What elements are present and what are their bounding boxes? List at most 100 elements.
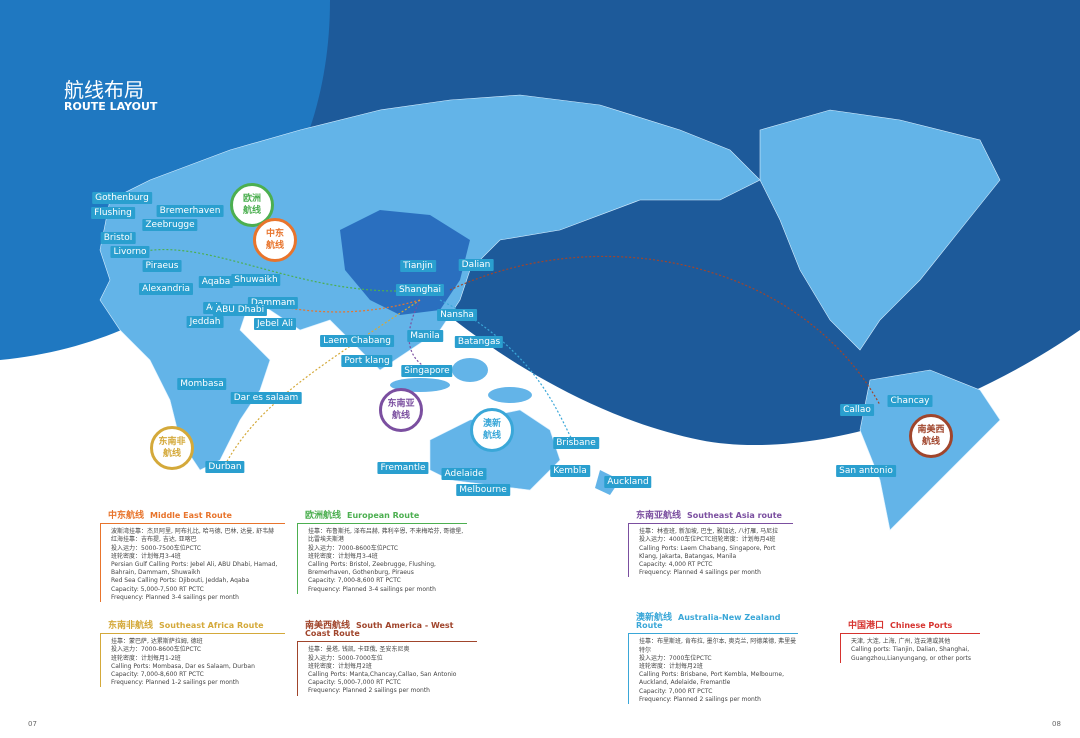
port-label: Auckland xyxy=(604,476,652,488)
subtitle: ROUTE LAYOUT xyxy=(64,100,158,113)
route-line: 投入运力：4000车位PCTC班轮密度：计划每月4班 xyxy=(639,536,776,544)
port-label: Fremantle xyxy=(377,462,429,474)
pin-text: 航线 xyxy=(162,449,181,459)
route-line: 天津, 大连, 上海, 广州, 连云港或其他 xyxy=(851,638,951,646)
route-line: 班轮密度：计划每月2班 xyxy=(308,662,372,670)
port-label: Shanghai xyxy=(395,284,445,296)
route-line: Red Sea Calling Ports: Djibouti, Jeddah,… xyxy=(111,577,250,585)
port-label: Brisbane xyxy=(553,437,599,449)
route-line: 投入运力：7000-8600车位PCTC xyxy=(111,646,202,654)
port-label: Laem Chabang xyxy=(320,335,394,347)
pin-text: 东南非 xyxy=(158,437,186,447)
route-line: Calling Ports: Brisbane, Port Kembla, Me… xyxy=(639,671,785,687)
route-line: 波斯湾挂靠：杰贝阿里, 阿布扎比, 哈马德, 巴林, 达曼, 舒韦赫 xyxy=(111,528,275,536)
route-line: Frequency: Planned 1-2 sailings per mont… xyxy=(111,679,239,687)
port-label: Alexandria xyxy=(138,283,194,295)
port-label: San antonio xyxy=(836,465,896,477)
route-line: Frequency: Planned 3-4 sailings per mont… xyxy=(308,585,436,593)
pin-text: 航线 xyxy=(242,206,261,216)
islands xyxy=(452,358,488,382)
route-body: 挂靠：布里斯班, 肯布拉, 墨尔本, 奥克兰, 阿德莱德, 弗里曼特尔 投入运力：… xyxy=(628,633,798,705)
route-box: 澳新航线 Australia-New Zealand Route 挂靠：布里斯班, … xyxy=(628,613,798,705)
port-label: Jebel Ali xyxy=(254,318,296,330)
route-line: 投入运力：7000-8600车位PCTC xyxy=(308,544,399,552)
route-line: 挂靠：布鲁斯托, 泽布吕赫, 弗利辛恩, 不来梅哈芬, 哥德堡, 比雷埃夫斯港 xyxy=(308,528,464,544)
route-line: Capacity: 5,000-7,000 RT PCTC xyxy=(308,679,401,687)
port-label: Callao xyxy=(840,404,874,416)
route-title: 澳新航线 Australia-New Zealand Route xyxy=(636,613,781,631)
port-label: Shuwaikh xyxy=(231,274,281,286)
route-title: 东南非航线 Southeast Africa Route xyxy=(108,621,264,631)
route-line: Capacity: 7,000-8,600 RT PCTC xyxy=(111,671,204,679)
port-label: Singapore xyxy=(401,365,453,377)
port-label: Adelaide xyxy=(441,468,487,480)
route-title-en: South America - West Coast Route xyxy=(305,621,454,639)
route-title: 中国港口 Chinese Ports xyxy=(848,621,953,631)
pin-text: 中东 xyxy=(265,229,284,239)
route-line: Frequency: Planned 2 sailings per month xyxy=(308,687,430,695)
port-label: Zeebrugge xyxy=(142,219,198,231)
port-label: Tianjin xyxy=(400,260,436,272)
route-line: 挂靠：曼塔, 钱凯, 卡亚俄, 圣安东尼奥 xyxy=(308,646,410,654)
route-line: Capacity: 7,000-8,600 RT PCTC xyxy=(308,577,401,585)
route-line: Capacity: 5,000-7,500 RT PCTC xyxy=(111,585,204,593)
route-pin: 中东 航线 xyxy=(253,218,297,262)
route-line: 红海挂靠：吉布提, 吉达, 亚喀巴 xyxy=(111,536,197,544)
port-label: Flushing xyxy=(91,207,135,219)
route-body: 挂靠：布鲁斯托, 泽布吕赫, 弗利辛恩, 不来梅哈芬, 哥德堡, 比雷埃夫斯港投… xyxy=(297,523,467,594)
pin-text: 南美西 xyxy=(917,425,945,435)
port-label: Chancay xyxy=(887,395,933,407)
route-line: Calling Ports: Manta,Chancay,Callao, San… xyxy=(308,671,457,679)
route-title-en: Southeast Africa Route xyxy=(159,621,264,630)
route-body: 挂靠：林查班, 新加坡, 巴生, 雅加达, 八打雁, 马尼拉 投入运力：4000车… xyxy=(628,523,793,578)
route-pin: 澳新 航线 xyxy=(470,408,514,452)
route-line: 挂靠：布里斯班, 肯布拉, 墨尔本, 奥克兰, 阿德莱德, 弗里曼特尔 xyxy=(639,638,797,654)
route-line: 班轮密度：计划每月2班 xyxy=(639,663,703,671)
route-line: 班轮密度：计划每月1-2班 xyxy=(111,654,181,662)
route-pin: 东南亚 航线 xyxy=(379,388,423,432)
route-line: Frequency: Planned 3-4 sailings per mont… xyxy=(111,593,239,601)
route-pin: 东南非 航线 xyxy=(150,426,194,470)
pin-text: 澳新 xyxy=(482,419,501,429)
pin-text: 航线 xyxy=(482,431,501,441)
port-label: Manila xyxy=(407,330,443,342)
port-label: Bristol xyxy=(100,232,136,244)
route-pin: 南美西 航线 xyxy=(909,414,953,458)
pin-text: 航线 xyxy=(265,241,284,251)
port-label: Gothenburg xyxy=(92,192,152,204)
route-title: 中东航线 Middle East Route xyxy=(108,511,232,521)
route-body: 挂靠：曼塔, 钱凯, 卡亚俄, 圣安东尼奥 投入运力：5000-7000车位 班轮密… xyxy=(297,641,477,696)
route-title-en: Chinese Ports xyxy=(890,621,953,630)
port-label: Dalian xyxy=(458,259,494,271)
port-label: Mombasa xyxy=(177,378,227,390)
page-number: 08 xyxy=(1052,720,1061,728)
route-box: 南美西航线 South America - West Coast Route 挂靠：… xyxy=(297,621,477,696)
pin-text: 东南亚 xyxy=(387,399,415,409)
route-line: Capacity: 4,000 RT PCTC xyxy=(639,561,713,569)
islands xyxy=(488,387,532,403)
route-body: 天津, 大连, 上海, 广州, 连云港或其他 Calling ports: Tia… xyxy=(840,633,980,663)
port-label: Bremerhaven xyxy=(156,205,224,217)
port-label: Aqaba xyxy=(198,276,234,288)
port-label: Dar es salaam xyxy=(230,392,302,404)
route-title-en: Australia-New Zealand Route xyxy=(636,613,781,631)
route-line: 班轮密度：计划每月3-4班 xyxy=(308,552,378,560)
route-line: 班轮密度：计划每月3-4班 xyxy=(111,552,181,560)
port-label: Livorno xyxy=(110,246,150,258)
route-title: 东南亚航线 Southeast Asia route xyxy=(636,511,782,521)
pin-text: 航线 xyxy=(921,437,940,447)
north-america xyxy=(759,109,1001,351)
route-line: Capacity: 7,000 RT PCTC xyxy=(639,687,713,695)
route-title-en: European Route xyxy=(347,511,420,520)
route-line: Frequency: Planned 2 sailings per month xyxy=(639,695,761,703)
route-box: 欧洲航线 European Route 挂靠：布鲁斯托, 泽布吕赫, 弗利辛恩, 不… xyxy=(297,511,467,594)
pin-text: 欧洲 xyxy=(242,194,261,204)
route-box: 东南非航线 Southeast Africa Route 挂靠：蒙巴萨, 达累斯萨拉… xyxy=(100,621,285,688)
route-body: 波斯湾挂靠：杰贝阿里, 阿布扎比, 哈马德, 巴林, 达曼, 舒韦赫 红海挂靠：吉… xyxy=(100,523,285,603)
port-label: Port klang xyxy=(341,355,393,367)
port-label: ABU Dhabi xyxy=(212,304,268,316)
port-label: Piraeus xyxy=(142,260,182,272)
route-title-en: Southeast Asia route xyxy=(687,511,782,520)
route-line: Frequency: Planned 4 sailings per month xyxy=(639,569,761,577)
